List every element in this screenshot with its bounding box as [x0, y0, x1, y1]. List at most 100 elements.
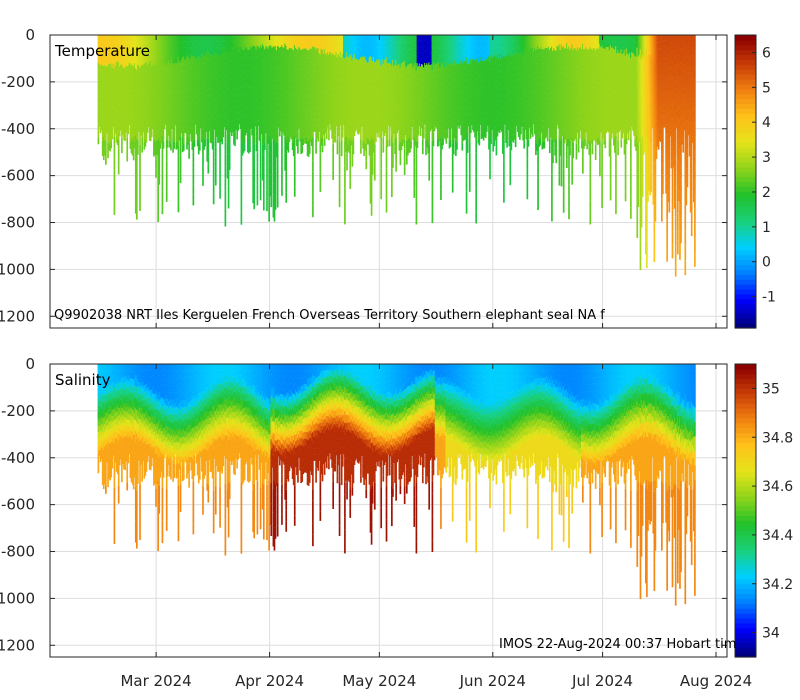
profile-segment [269, 105, 272, 116]
profile-segment [105, 91, 107, 100]
profile-segment [98, 86, 101, 93]
profile-segment [219, 147, 221, 158]
profile-segment [164, 102, 167, 108]
profile-segment [108, 114, 110, 122]
profile-segment [177, 145, 180, 157]
profile-segment [101, 35, 104, 43]
profile-segment [257, 108, 260, 115]
profile-segment [111, 61, 114, 68]
profile-segment [143, 142, 146, 150]
profile-segment [138, 113, 140, 120]
profile-segment [254, 46, 257, 53]
profile-segment [201, 95, 203, 103]
profile-segment [154, 124, 156, 133]
profile-segment [122, 78, 124, 86]
profile-segment [180, 127, 183, 134]
profile-segment [255, 143, 258, 152]
profile-segment [225, 70, 228, 77]
profile-segment [239, 105, 242, 112]
profile-segment [189, 41, 192, 48]
profile-segment [241, 102, 244, 111]
profile-segment [207, 112, 210, 122]
profile-segment [101, 50, 104, 58]
profile-segment [232, 41, 234, 48]
profile-segment [209, 61, 212, 69]
profile-segment [258, 41, 261, 49]
profile-segment [146, 65, 149, 72]
profile-segment [222, 98, 225, 106]
profile-segment [190, 54, 193, 62]
profile-segment [116, 103, 119, 111]
profile-segment [159, 98, 162, 107]
profile-segment [244, 66, 247, 73]
profile-segment [172, 93, 174, 102]
profile-segment [201, 122, 203, 130]
profile-segment [111, 100, 114, 107]
profile-segment [254, 74, 257, 81]
profile-segment [184, 114, 186, 121]
profile-segment [108, 63, 110, 71]
profile-segment [188, 96, 190, 105]
profile-segment [114, 121, 117, 128]
profile-segment [213, 112, 216, 119]
profile-segment [126, 145, 129, 154]
profile-segment [234, 111, 236, 119]
profile-segment [190, 35, 193, 42]
profile-segment [143, 92, 146, 100]
profile-segment [139, 122, 141, 134]
profile-segment [170, 42, 172, 50]
profile-segment [151, 35, 154, 41]
profile-segment [165, 97, 168, 108]
profile-segment [126, 153, 129, 162]
profile-segment [241, 80, 244, 88]
profile-segment [110, 49, 113, 57]
profile-segment [119, 76, 122, 83]
profile-segment [234, 41, 236, 49]
profile-segment [210, 129, 213, 137]
profile-segment [193, 139, 196, 147]
profile-segment [207, 86, 210, 96]
profile-segment [280, 119, 282, 126]
profile-segment [234, 69, 236, 77]
profile-segment [108, 128, 110, 136]
profile-segment [209, 55, 212, 62]
profile-segment [415, 153, 418, 166]
profile-segment [130, 145, 133, 154]
profile-segment [154, 42, 156, 50]
profile-segment [153, 88, 155, 96]
profile-segment [205, 35, 208, 42]
profile-segment [116, 83, 119, 91]
profile-segment [131, 35, 134, 43]
profile-segment [194, 102, 197, 108]
profile-segment [192, 130, 195, 142]
profile-segment [239, 76, 242, 82]
profile-segment [99, 59, 102, 66]
profile-segment [103, 72, 106, 81]
profile-segment [141, 123, 143, 131]
profile-segment [193, 69, 196, 77]
profile-segment [97, 137, 100, 145]
profile-segment [277, 92, 280, 99]
profile-segment [206, 50, 209, 59]
profile-segment [273, 186, 276, 199]
profile-segment [252, 119, 254, 130]
profile-segment [154, 79, 156, 88]
profile-segment [273, 116, 276, 129]
profile-segment [265, 59, 267, 66]
profile-segment [246, 35, 249, 43]
profile-segment [177, 201, 180, 213]
profile-segment [179, 145, 182, 156]
profile-segment [214, 147, 217, 158]
profile-segment [235, 106, 237, 113]
profile-segment [131, 72, 134, 81]
profile-segment [153, 57, 155, 66]
profile-segment [119, 70, 122, 77]
profile-segment [274, 78, 277, 90]
profile-segment [187, 124, 189, 131]
profile-segment [112, 52, 115, 59]
profile-segment [244, 110, 247, 117]
profile-segment [107, 96, 109, 105]
profile-segment [154, 94, 156, 103]
profile-segment [187, 137, 189, 145]
profile-segment [151, 70, 154, 77]
